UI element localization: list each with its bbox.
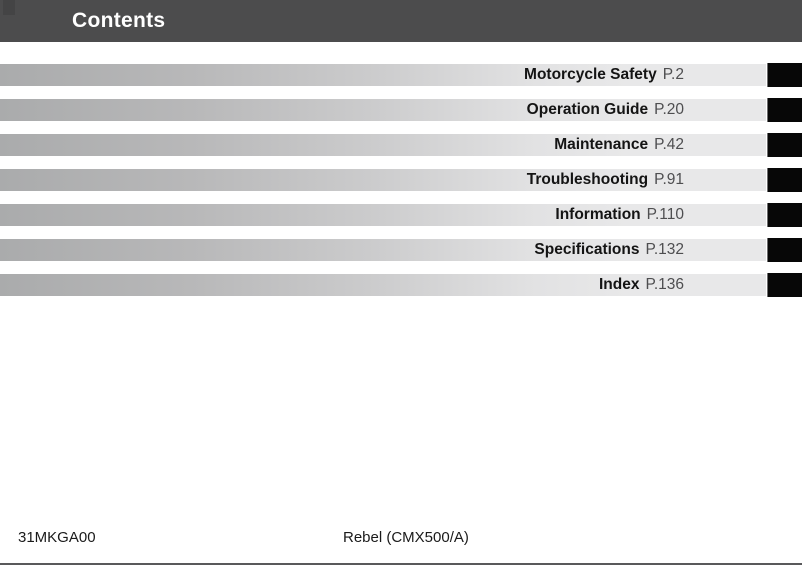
- chapter-tab[interactable]: [767, 168, 802, 192]
- chapter-tab[interactable]: [767, 63, 802, 87]
- chapter-tab[interactable]: [767, 273, 802, 297]
- toc-entry-label: Operation Guide: [526, 101, 649, 118]
- toc-entry-label: Index: [599, 276, 640, 293]
- toc-row[interactable]: Operation Guide P.20: [0, 98, 802, 122]
- toc-row[interactable]: Index P.136: [0, 273, 802, 297]
- toc-entry-bar[interactable]: Operation Guide P.20: [0, 99, 766, 121]
- toc-entry-label: Specifications: [534, 241, 640, 258]
- toc-entry-page-ref: P.132: [645, 241, 684, 258]
- toc-row[interactable]: Troubleshooting P.91: [0, 168, 802, 192]
- chapter-tab[interactable]: [767, 133, 802, 157]
- table-of-contents: Motorcycle Safety P.2 Operation Guide P.…: [0, 63, 802, 309]
- toc-entry-page-ref: P.136: [645, 276, 684, 293]
- toc-entry-page-ref: P.20: [654, 101, 684, 118]
- chapter-tab[interactable]: [767, 203, 802, 227]
- chapter-tab[interactable]: [767, 238, 802, 262]
- toc-entry-bar[interactable]: Index P.136: [0, 274, 766, 296]
- page-title: Contents: [72, 9, 166, 32]
- toc-entry-bar[interactable]: Information P.110: [0, 204, 766, 226]
- header-corner-mark: [3, 0, 15, 15]
- toc-entry-label: Information: [555, 206, 641, 223]
- footer-part-code: 31MKGA00: [18, 529, 96, 546]
- toc-entry-bar[interactable]: Motorcycle Safety P.2: [0, 64, 766, 86]
- toc-entry-page-ref: P.42: [654, 136, 684, 153]
- toc-row[interactable]: Motorcycle Safety P.2: [0, 63, 802, 87]
- toc-entry-page-ref: P.91: [654, 171, 684, 188]
- toc-entry-label: Motorcycle Safety: [524, 66, 657, 83]
- toc-entry-label: Maintenance: [554, 136, 649, 153]
- header-bar: Contents: [0, 0, 802, 42]
- toc-entry-label: Troubleshooting: [526, 171, 649, 188]
- footer-model-name: Rebel (CMX500/A): [343, 529, 469, 546]
- toc-entry-bar[interactable]: Maintenance P.42: [0, 134, 766, 156]
- chapter-tab[interactable]: [767, 98, 802, 122]
- bottom-rule: [0, 563, 802, 565]
- toc-entry-page-ref: P.2: [662, 66, 684, 83]
- toc-entry-bar[interactable]: Troubleshooting P.91: [0, 169, 766, 191]
- toc-entry-page-ref: P.110: [646, 206, 684, 223]
- toc-row[interactable]: Information P.110: [0, 203, 802, 227]
- toc-row[interactable]: Specifications P.132: [0, 238, 802, 262]
- toc-row[interactable]: Maintenance P.42: [0, 133, 802, 157]
- toc-entry-bar[interactable]: Specifications P.132: [0, 239, 766, 261]
